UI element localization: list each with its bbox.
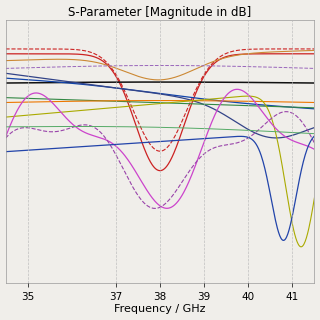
X-axis label: Frequency / GHz: Frequency / GHz <box>114 304 206 315</box>
Title: S-Parameter [Magnitude in dB]: S-Parameter [Magnitude in dB] <box>68 5 252 19</box>
